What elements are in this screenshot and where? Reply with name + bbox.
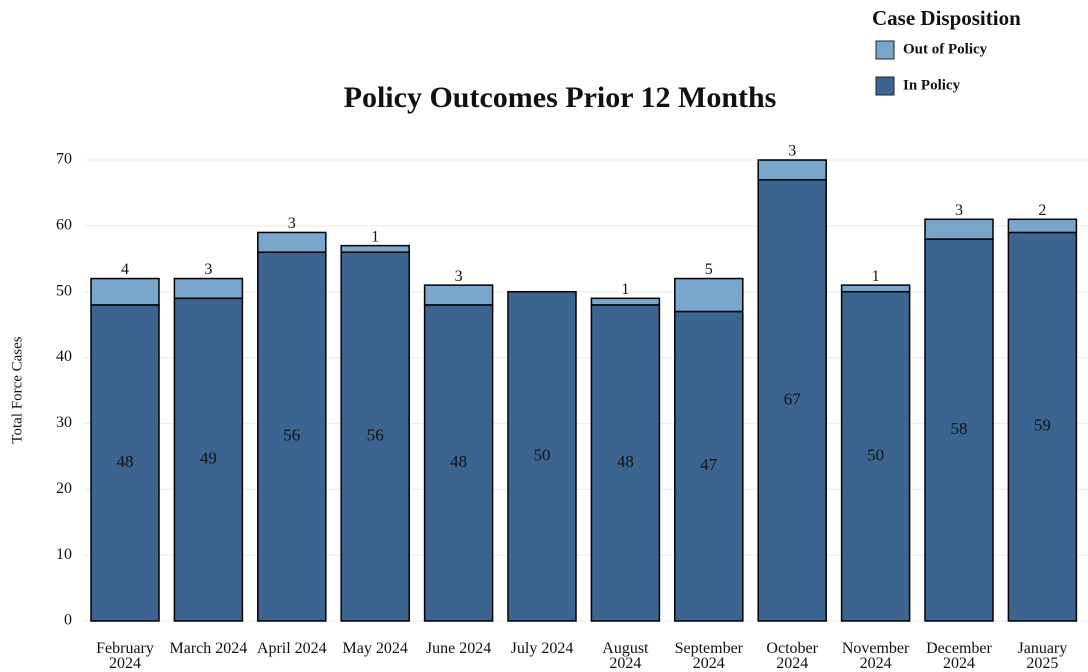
- x-tick-label: December 2024: [926, 640, 992, 672]
- legend-swatch: [875, 76, 895, 96]
- data-label: 47: [700, 455, 718, 474]
- x-tick-label: February 2024: [96, 640, 154, 672]
- data-label: 1: [621, 281, 629, 298]
- y-tick-label: 0: [64, 612, 72, 629]
- data-label: 3: [204, 261, 212, 278]
- data-label: 5: [705, 261, 713, 278]
- legend-title: Case Disposition: [872, 6, 1021, 30]
- data-label: 3: [455, 268, 463, 285]
- bar-segment: [924, 238, 994, 622]
- data-label: 49: [200, 449, 217, 468]
- data-label: 67: [784, 389, 802, 408]
- x-tick-label: April 2024: [256, 640, 327, 657]
- bar-segment: [1007, 231, 1078, 622]
- data-label: 59: [1034, 416, 1051, 435]
- data-label: 50: [534, 445, 551, 464]
- bar-segment: [674, 277, 744, 313]
- bar-segment: [840, 290, 911, 622]
- bar-segment: [173, 297, 244, 622]
- data-label: 48: [117, 452, 134, 471]
- bar-segment: [674, 310, 744, 622]
- data-label: 1: [872, 268, 880, 285]
- data-label: 48: [450, 452, 467, 471]
- bar-segment: [757, 179, 827, 622]
- x-tick-label: November 2024: [841, 640, 910, 672]
- data-label: 3: [955, 202, 963, 219]
- bar-segment: [840, 284, 911, 293]
- bar-segment: [173, 277, 244, 300]
- bar-segment: [1007, 218, 1078, 234]
- bar-segment: [423, 284, 494, 306]
- x-tick-label: September 2024: [674, 640, 743, 672]
- data-label: 50: [867, 445, 884, 464]
- bar-segment: [257, 251, 327, 622]
- x-tick-label: October 2024: [766, 640, 818, 672]
- data-label: 48: [617, 452, 634, 471]
- x-tick-label: March 2024: [169, 640, 248, 657]
- y-tick-label: 60: [56, 217, 72, 234]
- data-label: 2: [1038, 202, 1046, 219]
- bar-segment: [423, 304, 494, 622]
- y-tick-label: 50: [56, 282, 72, 299]
- data-label: 1: [371, 228, 379, 245]
- y-tick-label: 10: [56, 546, 72, 563]
- x-tick-label: July 2024: [510, 640, 574, 657]
- data-label: 56: [283, 426, 300, 445]
- bar-segment: [924, 218, 994, 240]
- bar-segment: [90, 277, 160, 306]
- x-tick-label: January 2025: [1017, 640, 1068, 672]
- bar-segment: [757, 159, 827, 181]
- bar-segment: [340, 244, 410, 253]
- bar-segment: [507, 290, 577, 622]
- y-axis-label: Total Force Cases: [9, 336, 25, 443]
- y-tick-label: 20: [56, 480, 72, 497]
- legend-label: Out of Policy: [903, 41, 988, 57]
- bar-segment: [340, 251, 410, 622]
- bar-segment: [90, 304, 160, 622]
- data-label: 58: [951, 419, 968, 438]
- y-tick-label: 70: [56, 151, 72, 168]
- data-label: 4: [121, 261, 129, 278]
- legend-swatch: [875, 40, 895, 60]
- y-tick-label: 40: [56, 348, 72, 365]
- x-tick-label: August 2024: [602, 640, 649, 672]
- x-tick-label: June 2024: [425, 640, 492, 657]
- data-label: 3: [788, 143, 796, 160]
- bar-segment: [257, 231, 327, 253]
- bar-segment: [590, 297, 661, 306]
- data-label: 56: [367, 426, 384, 445]
- legend-label: In Policy: [903, 77, 961, 93]
- y-tick-label: 30: [56, 414, 72, 431]
- data-label: 3: [288, 215, 296, 232]
- x-tick-label: May 2024: [342, 640, 408, 657]
- chart-title: Policy Outcomes Prior 12 Months: [344, 81, 777, 114]
